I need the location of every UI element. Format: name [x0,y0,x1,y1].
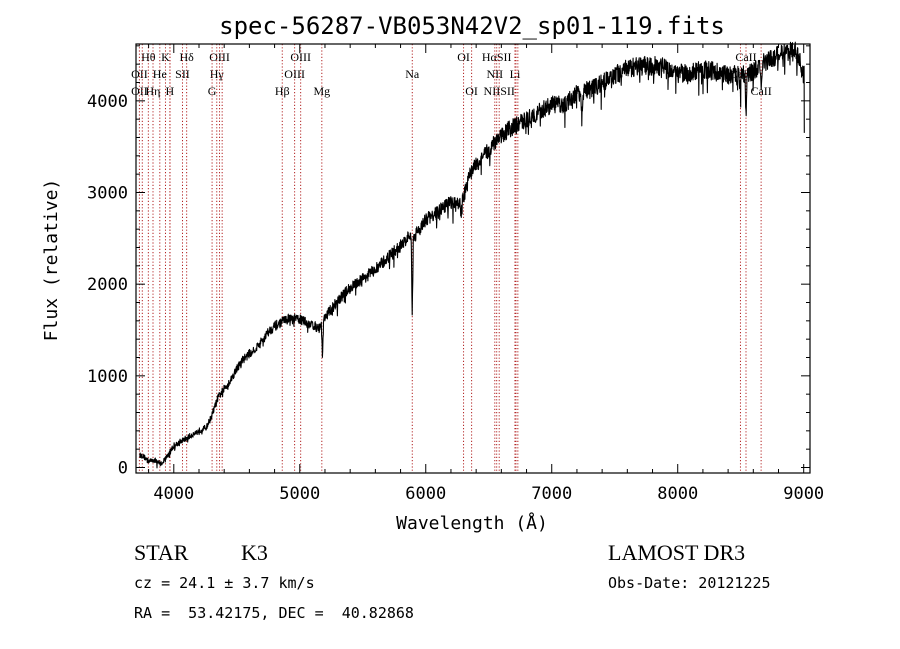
line-marker-label: HαSII [482,50,512,64]
survey-name: LAMOST DR3 [608,540,746,565]
y-tick-label: 3000 [87,184,128,204]
emission-line-markers: Hθ K Hδ OIII OIII OI HαSII CaII OII He SII Hγ OIII Na… [131,44,772,473]
line-marker-label: H [166,84,175,98]
line-marker-label: K [161,50,170,64]
line-marker-label: SII [175,67,190,81]
line-marker-label: CaII [735,50,756,64]
spectrum-series-line [139,41,805,469]
line-marker-label: NIISII [484,84,515,98]
line-marker-label: He [153,67,167,81]
line-marker-label: Li [510,67,521,81]
line-marker-label: Hη [146,84,161,98]
line-marker-label: Hγ [210,67,225,81]
x-tick-label: 4000 [153,484,194,504]
line-marker-label: CaII [750,84,771,98]
y-tick-label: 0 [118,459,128,479]
line-marker-label: OI [465,84,478,98]
line-marker-label: OIII [290,50,311,64]
observation-date: Obs-Date: 20121225 [608,574,771,592]
line-marker-label: OIII [209,50,230,64]
x-tick-label: 8000 [657,484,698,504]
line-marker-label: Hθ [141,50,156,64]
object-subclass: K3 [241,540,268,565]
y-axis-label: Flux (relative) [41,179,62,342]
x-axis-label: Wavelength (Å) [396,512,548,534]
y-axis: 0 1000 2000 3000 4000 [87,45,810,479]
object-class: STAR [134,540,189,565]
y-tick-label: 2000 [87,275,128,295]
line-marker-label: Mg [313,84,330,98]
y-tick-label: 4000 [87,92,128,112]
line-marker-label: OII [131,84,148,98]
chart-title: spec-56287-VB053N42V2_sp01-119.fits [219,12,725,40]
x-tick-label: 7000 [531,484,572,504]
line-marker-label: Hβ [275,84,290,98]
line-marker-label: OI [457,50,470,64]
line-marker-label: OIII [284,67,305,81]
line-marker-label: Hδ [179,50,194,64]
y-tick-label: 1000 [87,367,128,387]
line-marker-label: NII [486,67,503,81]
coordinates-readout: RA = 53.42175, DEC = 40.82868 [134,604,414,622]
redshift-readout: cz = 24.1 ± 3.7 km/s [134,574,315,592]
x-tick-label: 5000 [279,484,320,504]
line-marker-label: Na [405,67,420,81]
line-marker-label: G [208,84,217,98]
x-tick-label: 6000 [405,484,446,504]
x-axis: 4000 5000 6000 7000 8000 9000 [148,44,824,504]
plot-frame [135,43,811,474]
line-marker-label: OII [131,67,148,81]
x-tick-label: 9000 [783,484,824,504]
